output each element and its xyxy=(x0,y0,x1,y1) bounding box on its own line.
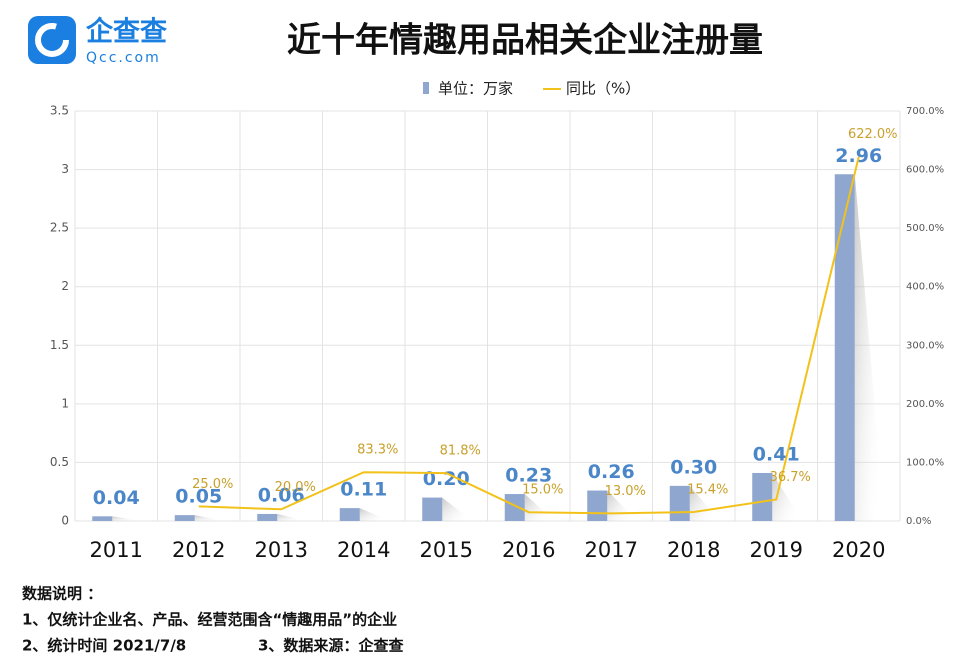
y-tick-label: 0 xyxy=(61,514,69,528)
y2-tick-label: 600.0% xyxy=(906,165,944,176)
bar-shadow xyxy=(112,516,137,521)
line-value-label: 622.0% xyxy=(848,127,898,142)
y-tick-label: 3 xyxy=(61,162,69,176)
x-tick-label: 2012 xyxy=(172,538,225,562)
bar xyxy=(174,515,195,521)
logo-name: 企查查 xyxy=(86,16,167,48)
legend-label: 单位：万家 xyxy=(438,80,513,98)
y-tick-label: 1 xyxy=(61,396,69,410)
x-tick-label: 2019 xyxy=(750,538,803,562)
bar xyxy=(834,174,855,521)
bar-value-label: 0.11 xyxy=(340,479,387,501)
bar-value-label: 0.26 xyxy=(588,461,635,483)
line-value-label: 36.7% xyxy=(770,470,811,485)
bar-value-label: 0.23 xyxy=(505,465,552,487)
bar xyxy=(257,513,278,521)
x-tick-label: 2017 xyxy=(585,538,638,562)
bar-value-label: 0.04 xyxy=(93,487,140,509)
y2-tick-label: 500.0% xyxy=(906,223,944,234)
logo-url: Qcc.com xyxy=(86,50,161,66)
y2-tick-label: 400.0% xyxy=(906,282,944,293)
x-tick-label: 2020 xyxy=(832,538,885,562)
note: 1、仅统计企业名、产品、经营范围含“情趣用品”的企业 xyxy=(22,611,397,629)
bar-shadow xyxy=(359,508,384,521)
x-tick-label: 2018 xyxy=(667,538,720,562)
legend-bar-swatch xyxy=(423,82,429,94)
bar xyxy=(422,497,443,521)
line-value-label: 15.4% xyxy=(687,482,728,497)
y2-tick-label: 100.0% xyxy=(906,457,944,468)
y-tick-label: 3.5 xyxy=(50,104,69,118)
x-tick-label: 2014 xyxy=(337,538,390,562)
bar-shadow xyxy=(194,515,219,521)
y-tick-label: 1.5 xyxy=(50,338,69,352)
bar-value-label: 0.41 xyxy=(753,443,800,465)
y2-tick-label: 0.0% xyxy=(906,516,931,527)
bar xyxy=(92,516,113,521)
line-value-label: 25.0% xyxy=(192,477,233,492)
note: 数据说明 ： xyxy=(22,585,102,603)
bar xyxy=(504,494,525,521)
note: 3、数据来源：企查查 xyxy=(258,637,404,655)
line-value-label: 15.0% xyxy=(522,483,563,498)
bar-value-label: 0.30 xyxy=(670,456,717,478)
legend-label: 同比（%） xyxy=(566,80,640,98)
x-tick-label: 2013 xyxy=(255,538,308,562)
x-tick-label: 2015 xyxy=(420,538,473,562)
bar-shadow xyxy=(854,174,879,521)
bar-shadow xyxy=(524,494,549,521)
bar-shadow xyxy=(772,472,797,521)
bar-value-label: 0.05 xyxy=(175,486,222,508)
x-tick-label: 2016 xyxy=(502,538,555,562)
line-value-label: 13.0% xyxy=(605,484,646,499)
bar-value-label: 2.96 xyxy=(835,145,882,167)
y2-tick-label: 200.0% xyxy=(906,399,944,410)
bar-shadow xyxy=(442,497,467,521)
line-value-label: 83.3% xyxy=(357,443,398,458)
y2-tick-label: 300.0% xyxy=(906,340,944,351)
bar-shadow xyxy=(277,513,302,521)
bar-value-label: 0.06 xyxy=(258,484,305,506)
x-tick-label: 2011 xyxy=(90,538,143,562)
line-value-label: 20.0% xyxy=(275,480,316,495)
chart-title: 近十年情趣用品相关企业注册量 xyxy=(287,21,763,61)
y-tick-label: 2 xyxy=(61,279,69,293)
y-tick-label: 0.5 xyxy=(50,455,69,469)
y2-tick-label: 700.0% xyxy=(906,106,944,117)
line xyxy=(198,156,860,515)
logo-mark xyxy=(35,23,69,57)
line-value-label: 81.8% xyxy=(440,444,481,459)
y-tick-label: 2.5 xyxy=(50,221,69,235)
bar-value-label: 0.20 xyxy=(423,468,470,490)
note: 2、统计时间 2021/7/8 xyxy=(22,637,186,655)
bar xyxy=(339,508,360,521)
bar xyxy=(752,472,773,521)
